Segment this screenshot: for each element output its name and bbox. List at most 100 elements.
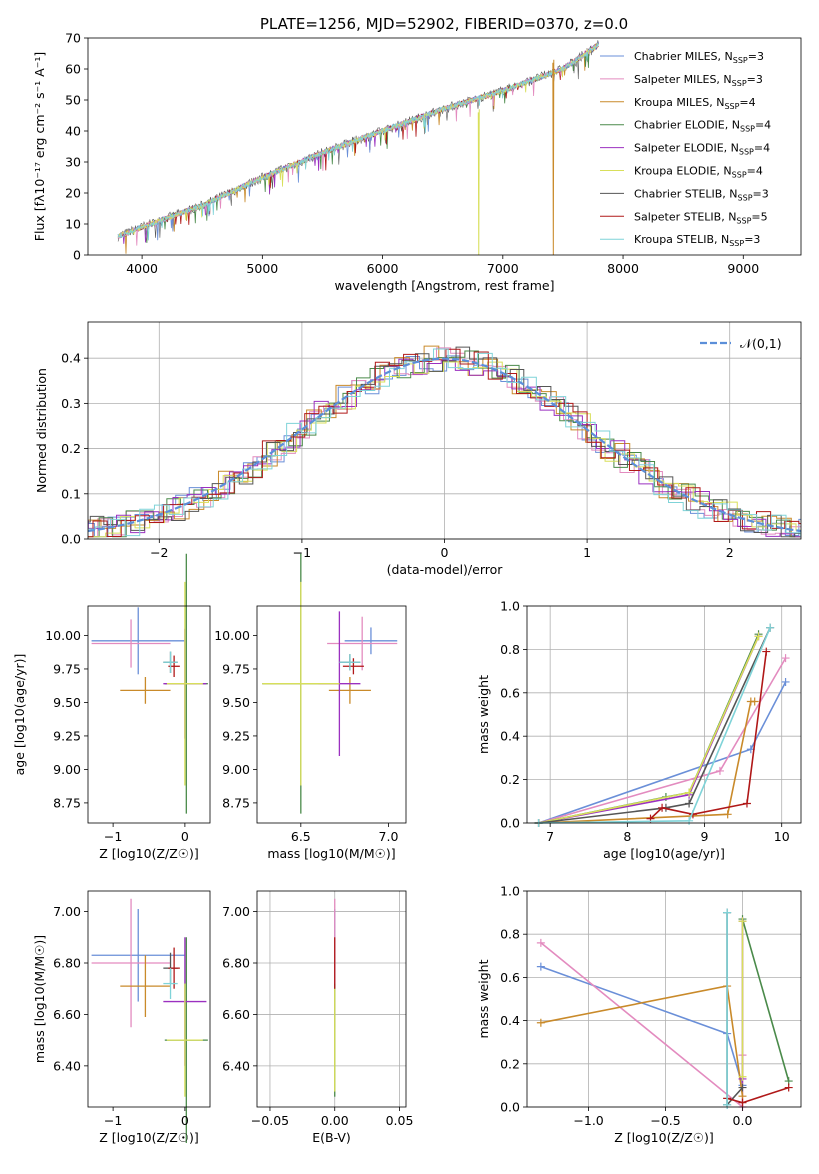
legend-entry: 𝒩(0,1) xyxy=(740,336,782,351)
series-point xyxy=(784,1083,793,1092)
y-tick-label: 0.0 xyxy=(500,816,520,831)
y-axis-label: Flux [fλ10⁻¹⁷ erg cm⁻² s⁻¹ A⁻¹] xyxy=(32,52,47,241)
x-tick-label: 7.0 xyxy=(379,829,399,844)
y-axis-label: age [log10(age/yr)] xyxy=(12,654,27,776)
y-tick-label: 0.8 xyxy=(500,927,520,942)
x-tick-label: 0.05 xyxy=(386,1113,414,1128)
y-tick-label: 6.80 xyxy=(222,956,250,971)
series-salpeter-stelib xyxy=(646,647,771,823)
x-tick-label: 0 xyxy=(441,545,449,560)
series-line xyxy=(538,627,771,824)
x-axis-label: (data-model)/error xyxy=(387,562,504,577)
series-line xyxy=(538,636,760,824)
plot-frame xyxy=(526,605,802,824)
y-tick-label: 0.3 xyxy=(61,396,81,411)
y-tick-label: 6.80 xyxy=(53,956,81,971)
y-tick-label: 10 xyxy=(65,217,81,232)
y-tick-label: 10.00 xyxy=(45,628,81,643)
series-point xyxy=(723,908,732,917)
y-tick-label: 0.6 xyxy=(500,685,520,700)
y-axis-label: mass [log10(M/M☉)] xyxy=(32,935,47,1063)
y-tick-label: 0.4 xyxy=(500,729,520,744)
errorbar-kroupa-miles xyxy=(328,676,371,704)
series-point xyxy=(685,816,694,825)
y-tick-label: 6.60 xyxy=(53,1007,81,1022)
x-tick-label: −1 xyxy=(104,1113,122,1128)
x-tick-label: 0.0 xyxy=(733,1113,753,1128)
series-point xyxy=(738,1072,747,1081)
legend-entry: Salpeter STELIB, NSSP=5 xyxy=(634,210,768,225)
y-tick-label: 9.75 xyxy=(53,661,81,676)
series-point xyxy=(536,962,545,971)
series-line xyxy=(540,985,744,1097)
series-chabrier-stelib xyxy=(534,623,775,827)
legend: 𝒩(0,1) xyxy=(700,336,782,351)
panel-weight-vs-Z: −1.0 −0.5 0.0 0.0 0.2 0.4 0.6 0.8 1.0 Z [log10(Z/… xyxy=(476,884,802,1145)
errorbars xyxy=(262,553,398,814)
x-tick-label: −1 xyxy=(104,829,122,844)
y-tick-label: 7.00 xyxy=(222,904,250,919)
legend-entry: Kroupa MILES, NSSP=4 xyxy=(634,96,756,111)
x-tick-label: −1 xyxy=(293,545,311,560)
errorbar-kroupa-elodie xyxy=(262,581,340,786)
series-point xyxy=(762,647,771,656)
figure-title: PLATE=1256, MJD=52902, FIBERID=0370, z=0… xyxy=(260,15,628,33)
plot-frame xyxy=(256,605,407,824)
x-tick-label: 8000 xyxy=(607,261,639,276)
series-kroupa-stelib xyxy=(723,908,732,1109)
x-tick-label: −1.0 xyxy=(573,1113,603,1128)
series-point xyxy=(685,788,694,797)
x-tick-label: −0.5 xyxy=(650,1113,680,1128)
series-point xyxy=(738,1098,747,1107)
y-tick-label: 70 xyxy=(65,31,81,46)
series-kroupa-elodie xyxy=(534,632,763,827)
y-tick-label: 9.00 xyxy=(53,762,81,777)
legend-entry: Salpeter MILES, NSSP=3 xyxy=(634,73,763,88)
series-point xyxy=(766,623,775,632)
series-line xyxy=(540,942,744,1109)
series-salpeter-elodie xyxy=(534,632,763,827)
x-axis-label: Z [log10(Z/Z☉)] xyxy=(99,846,199,861)
y-tick-label: 9.25 xyxy=(53,728,81,743)
spectrum-spike xyxy=(477,109,480,255)
series-point xyxy=(536,938,545,947)
x-tick-label: 9 xyxy=(701,829,709,844)
y-axis-label: mass weight xyxy=(476,959,491,1038)
errorbars xyxy=(91,898,208,1143)
y-tick-label: 0.6 xyxy=(500,970,520,985)
y-tick-label: 10.00 xyxy=(214,628,250,643)
errorbar-kroupa-stelib xyxy=(163,968,178,999)
x-tick-label: 6.5 xyxy=(291,829,311,844)
panel-spectrum: 4000 5000 6000 7000 8000 9000 0 10 20 30 40 50 60 70 w… xyxy=(32,31,802,293)
x-tick-label: −0.05 xyxy=(251,1113,289,1128)
spectrum-kroupa-miles xyxy=(117,43,599,254)
errorbar-kroupa-miles xyxy=(120,955,171,1017)
panel-residuals: −2 −1 0 1 2 0.0 0.1 0.2 0.3 0.4 (data-model)/error… xyxy=(34,321,802,577)
x-axis-label: wavelength [Angstrom, rest frame] xyxy=(334,278,554,293)
errorbar-kroupa-stelib xyxy=(339,654,361,671)
y-tick-label: 0.2 xyxy=(500,1056,520,1071)
plot-frame xyxy=(87,37,802,256)
plot-frame xyxy=(87,605,211,824)
histograms xyxy=(88,345,801,538)
legend: Chabrier MILES, NSSP=3 Salpeter MILES, NS… xyxy=(600,50,771,248)
spectrum-spike xyxy=(552,59,555,255)
x-tick-label: 0 xyxy=(181,829,189,844)
series-chabrier-miles xyxy=(536,962,747,1090)
x-tick-label: −2 xyxy=(150,545,168,560)
series-salpeter-stelib xyxy=(723,1083,793,1107)
series-point xyxy=(742,799,751,808)
x-axis-label: Z [log10(Z/Z☉)] xyxy=(99,1130,199,1145)
x-tick-label: 7 xyxy=(546,829,554,844)
histogram-kroupa-elodie xyxy=(88,361,801,538)
y-tick-label: 0.4 xyxy=(61,351,81,366)
y-tick-label: 9.75 xyxy=(222,661,250,676)
x-tick-label: 10 xyxy=(774,829,790,844)
series-line xyxy=(538,636,760,824)
errorbar-chabrier-miles xyxy=(344,627,398,655)
series-point xyxy=(738,917,747,926)
errorbar-kroupa-stelib xyxy=(163,651,178,673)
y-tick-label: 8.75 xyxy=(53,795,81,810)
legend-entry: Chabrier ELODIE, NSSP=4 xyxy=(634,119,771,134)
x-tick-label: 9000 xyxy=(727,261,759,276)
